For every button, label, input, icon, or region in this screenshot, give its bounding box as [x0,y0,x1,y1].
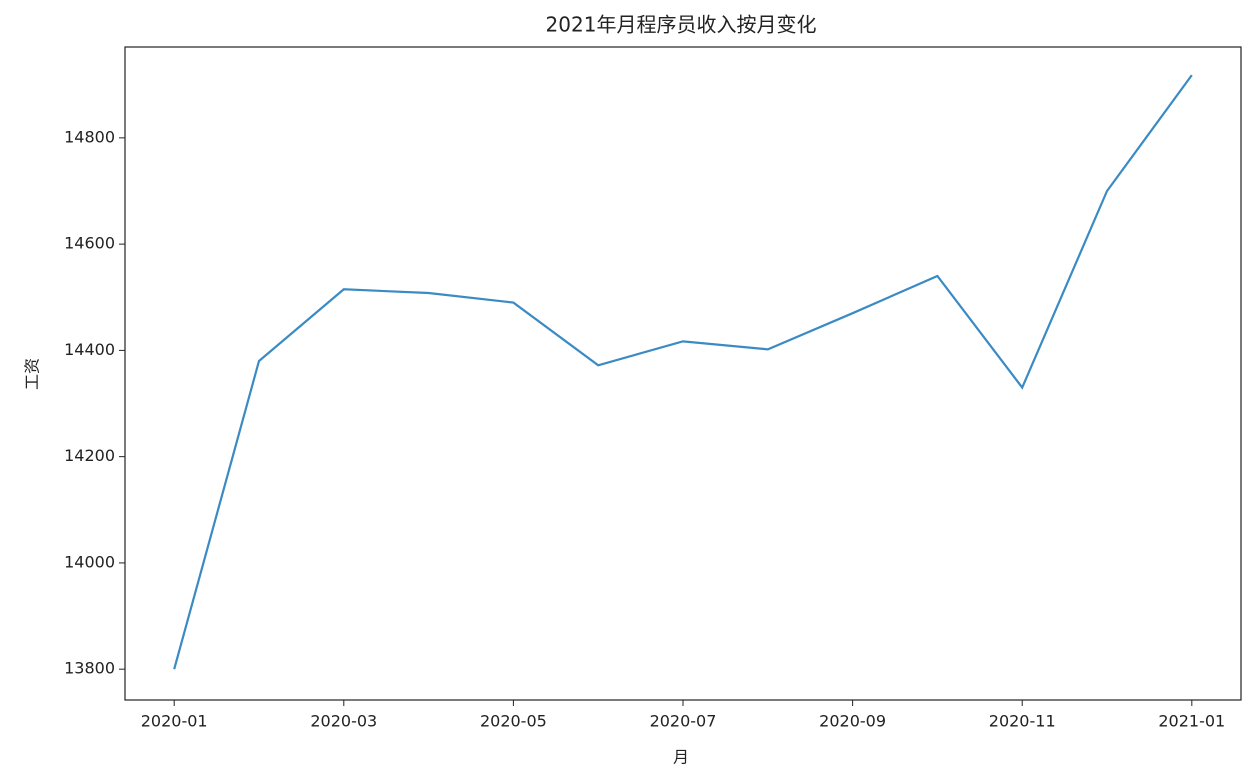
x-tick-label: 2020-05 [480,712,547,731]
y-tick-label: 14200 [64,446,115,465]
y-tick-label: 14400 [64,340,115,359]
x-tick-label: 2020-01 [141,712,208,731]
y-tick-label: 14600 [64,234,115,253]
x-tick-label: 2020-11 [989,712,1056,731]
x-tick-label: 2021-01 [1158,712,1225,731]
y-tick-label: 14000 [64,552,115,571]
line [173,74,1193,670]
y-tick-label: 14800 [64,127,115,146]
chart-title: 2021年月程序员收入按月变化 [546,13,817,37]
x-tick-label: 2020-03 [310,712,377,731]
y-axis-label: 工资 [23,358,42,390]
x-tick-label: 2020-07 [650,712,717,731]
x-axis-label: 月 [673,748,689,767]
y-tick-label: 13800 [64,659,115,678]
x-tick-label: 2020-09 [819,712,886,731]
plot-frame [124,46,1242,701]
